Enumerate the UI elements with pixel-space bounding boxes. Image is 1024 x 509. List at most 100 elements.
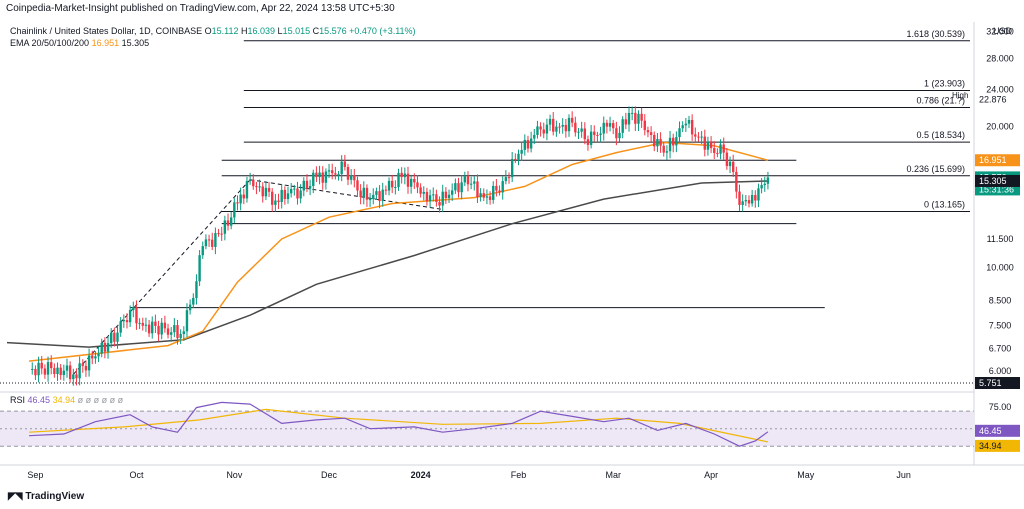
candle-body [147, 324, 151, 334]
candle-body [763, 183, 766, 186]
candle-body [34, 368, 37, 376]
ema50-price-tag: 16.951 [979, 155, 1007, 165]
rsi-ma-tag: 34.94 [979, 441, 1002, 451]
candle-body [649, 132, 653, 135]
candle-body [204, 239, 208, 247]
candle-body [422, 191, 425, 194]
candle-body [744, 200, 748, 202]
candle-body [346, 166, 350, 180]
ema-legend-label: EMA 20/50/100/200 [10, 38, 90, 48]
candle-body [163, 322, 167, 329]
high-value: 16.039 [247, 26, 276, 36]
candle-body [289, 189, 293, 194]
rsi-legend[interactable]: RSI 46.45 34.94 ø ø ø ø ø ø [10, 395, 123, 405]
publish-header: Coinpedia-Market-Insight published on Tr… [6, 3, 395, 14]
rsi-line [29, 401, 769, 447]
low-label: L [277, 26, 283, 36]
candle-body [536, 126, 539, 135]
date-tick-label: Sep [27, 470, 43, 480]
candle-body [713, 148, 716, 153]
candle-body [226, 220, 230, 226]
symbol-legend: Chainlink / United States Dollar, 1D, CO… [10, 26, 416, 36]
candle-body [160, 322, 163, 335]
rsi-legend-extra: ø ø ø ø ø ø [77, 395, 124, 405]
candle-body [384, 189, 388, 191]
candle-body [337, 174, 340, 176]
candle-body [242, 194, 246, 199]
candle-body [84, 365, 88, 371]
candle-body [157, 325, 160, 335]
candle-body [274, 200, 277, 205]
candle-body [72, 374, 75, 380]
candle-body [709, 141, 713, 149]
candle-body [596, 134, 599, 136]
candle-body [403, 173, 407, 178]
candle-body [476, 181, 479, 198]
candle-body [488, 196, 492, 200]
candle-body [308, 185, 312, 189]
candle-body [760, 185, 763, 189]
rsi-tick-label: 75.00 [989, 402, 1012, 412]
candle-body [608, 123, 612, 127]
candle-body [207, 239, 211, 241]
fib-level-label: 1 (23.903) [924, 78, 965, 88]
candle-body [195, 281, 198, 298]
date-tick-label: Oct [129, 470, 144, 480]
fib-level-label: 1.618 (30.539) [906, 29, 965, 39]
candle-body [716, 152, 719, 154]
candle-body [78, 363, 81, 379]
candle-body [653, 134, 656, 147]
price-tick-label: 20.000 [986, 122, 1014, 132]
candle-body [315, 172, 318, 178]
candle-body [523, 139, 527, 150]
candle-body [665, 151, 669, 153]
close-label: C [312, 26, 320, 36]
candle-body [283, 189, 287, 200]
price-tick-label: 28.000 [986, 53, 1014, 63]
candle-body [394, 187, 397, 189]
candle-body [624, 119, 628, 125]
date-tick-label: 2024 [411, 470, 431, 480]
candle-body [627, 112, 631, 125]
date-tick-label: Jun [896, 470, 911, 480]
tradingview-logo-text: TradingView [25, 491, 85, 502]
candle-body [485, 196, 489, 198]
candle-body [577, 131, 580, 133]
candle-body [372, 194, 375, 200]
candle-body [324, 171, 328, 183]
tradingview-logo-icon: ◤◥ [8, 491, 22, 502]
candle-body [722, 144, 725, 153]
candle-body [570, 117, 574, 123]
candle-body [81, 363, 84, 366]
high-tag-bg [975, 93, 1020, 106]
candle-body [580, 128, 583, 132]
candle-body [473, 181, 476, 184]
date-tick-label: Dec [321, 470, 338, 480]
candle-body [409, 178, 413, 187]
candle-body [296, 188, 299, 199]
candle-body [135, 307, 138, 324]
price-tick-label: 6.000 [989, 366, 1012, 376]
open-label: O [204, 26, 212, 36]
candle-body [343, 161, 347, 167]
candle-body [214, 233, 217, 247]
candle-body [258, 186, 261, 188]
close-value: 15.576 [319, 26, 347, 36]
candle-body [438, 201, 441, 206]
candle-body [659, 139, 662, 146]
change-value: +0.470 (+3.11%) [349, 26, 416, 36]
candle-body [542, 129, 545, 134]
candle-body [132, 307, 135, 311]
date-tick-label: Nov [226, 470, 243, 480]
candle-body [391, 180, 394, 188]
candle-body [558, 126, 561, 128]
rsi-ma-tag-bg [975, 439, 1020, 452]
candle-body [694, 134, 697, 137]
tradingview-logo[interactable]: ◤◥ TradingView [8, 491, 84, 502]
ema-legend[interactable]: EMA 20/50/100/200 16.951 15.305 [10, 38, 149, 48]
candle-body [495, 185, 498, 191]
candle-body [589, 131, 593, 145]
candle-body [747, 200, 751, 204]
candle-body [520, 149, 523, 154]
